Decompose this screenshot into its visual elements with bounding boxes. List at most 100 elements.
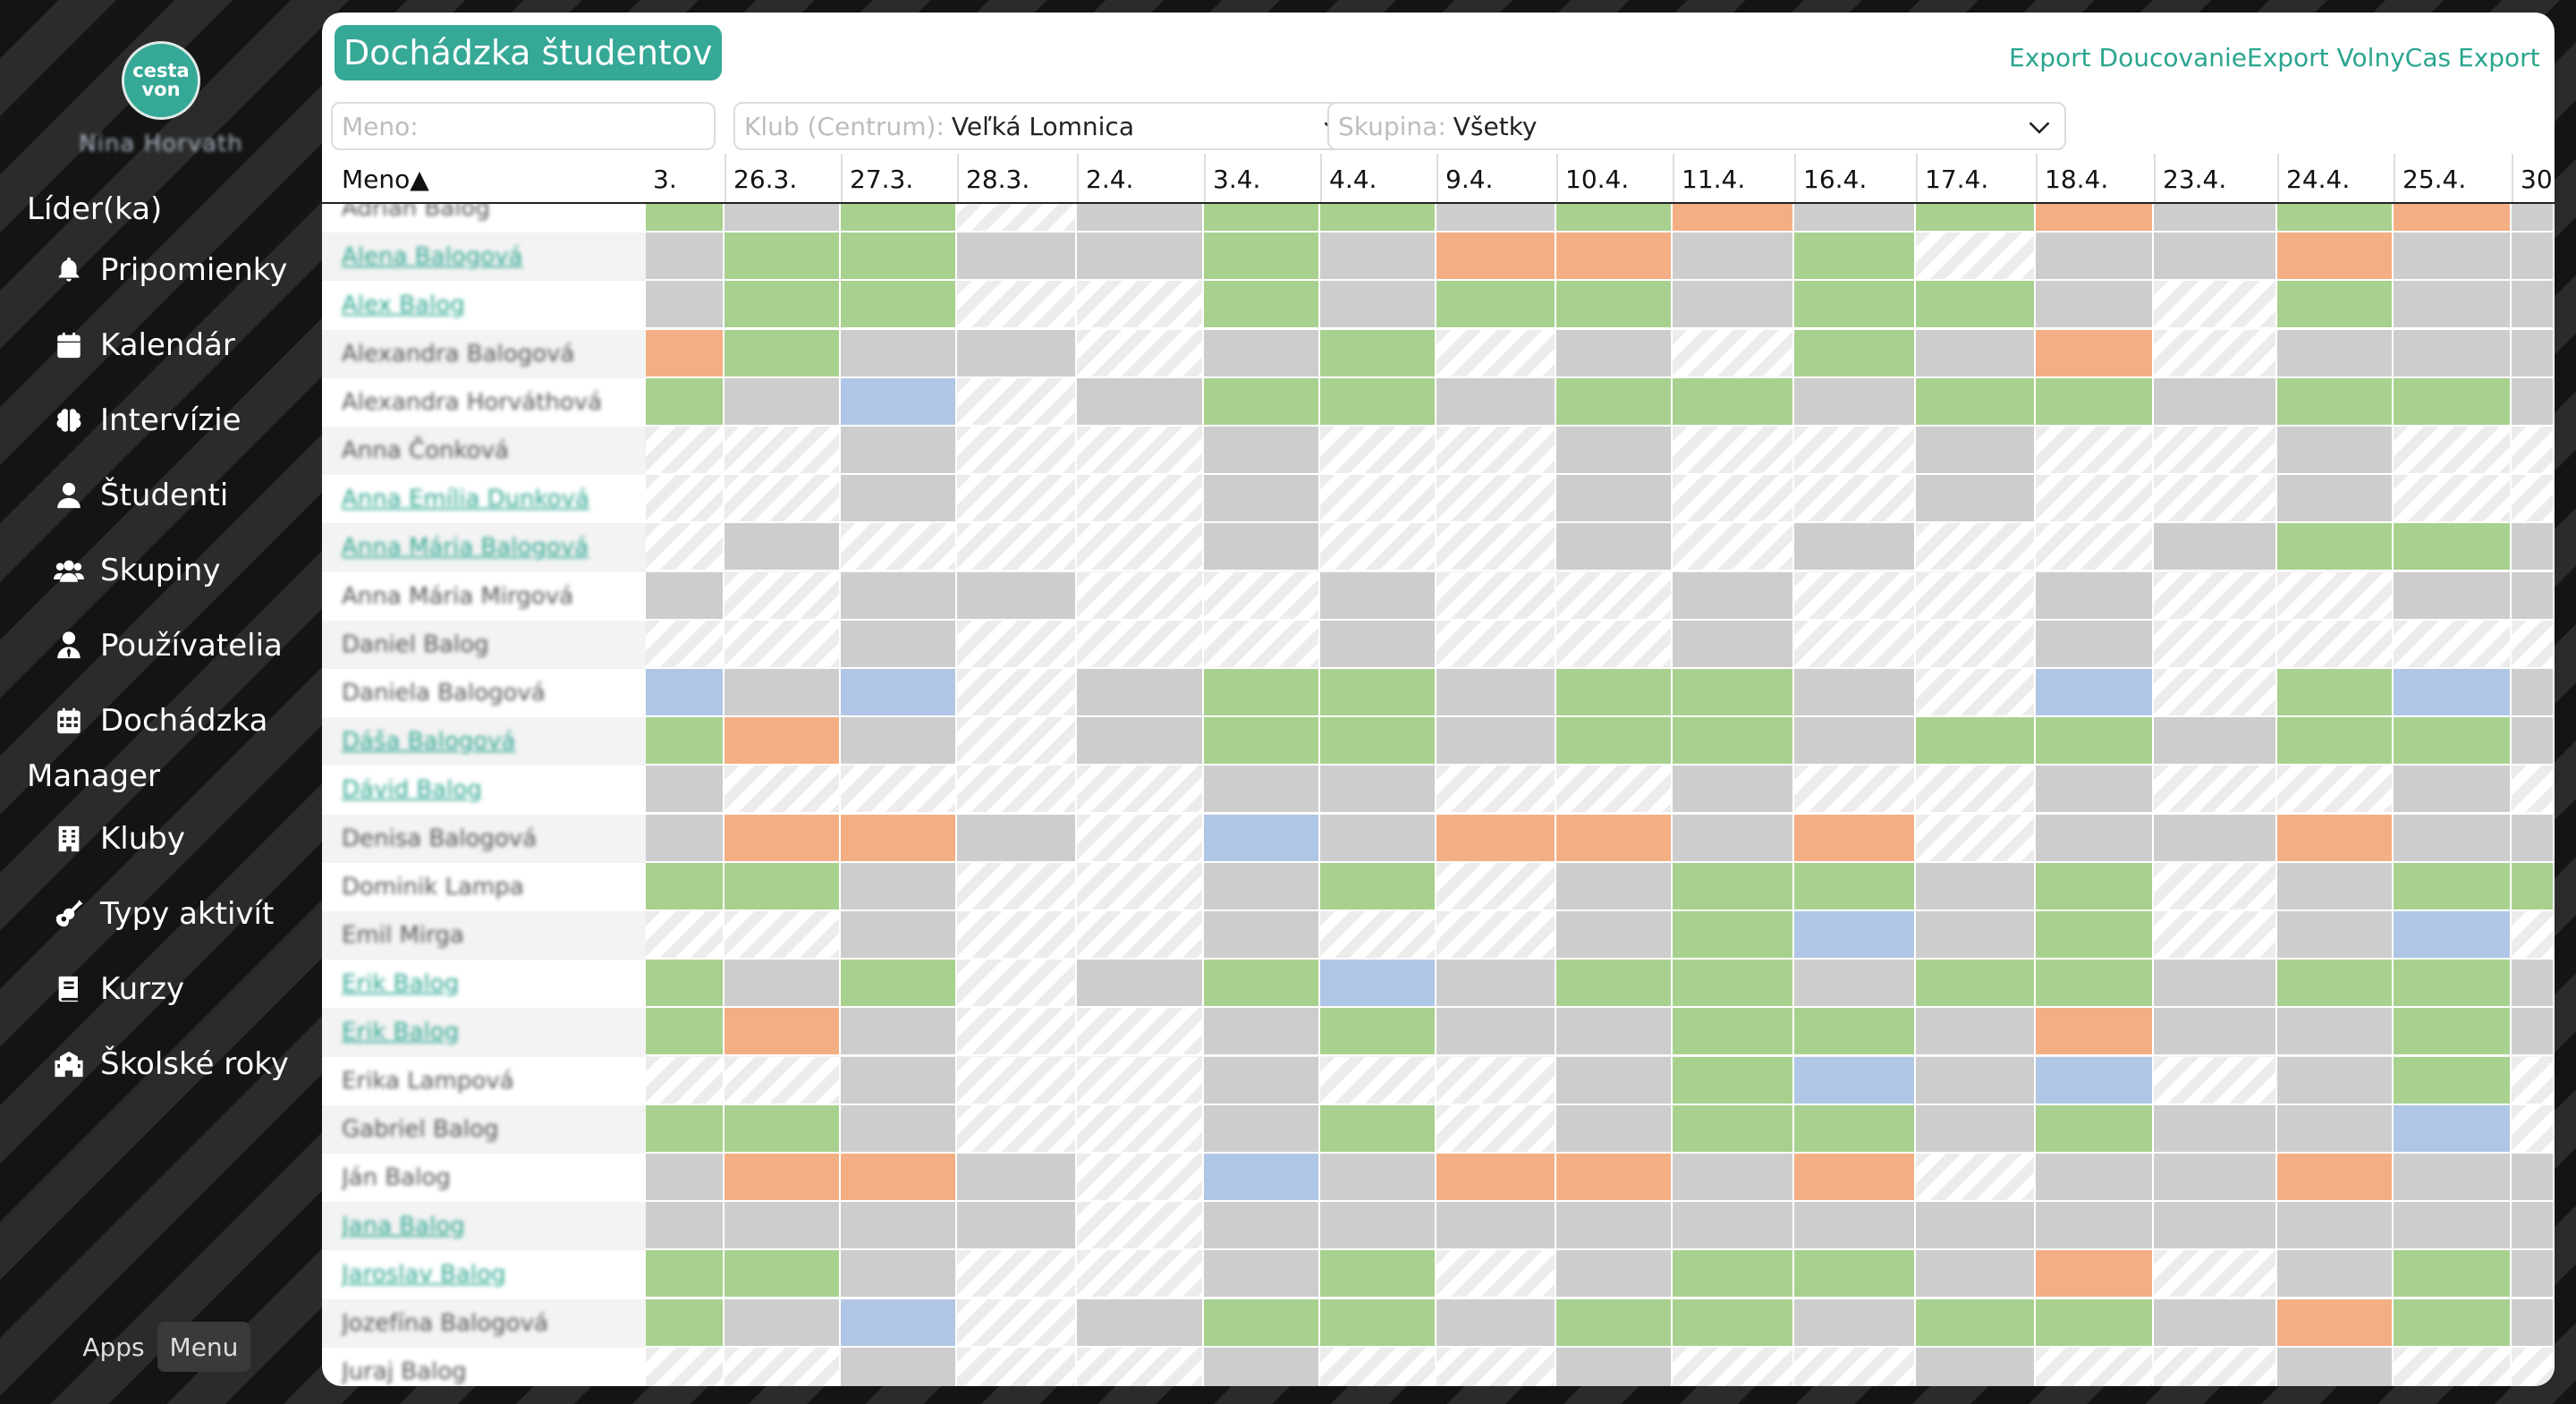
student-name[interactable]: Anna Mária Balogová: [342, 534, 589, 562]
attendance-cell-none[interactable]: [1320, 1056, 1436, 1105]
attendance-cell-absent[interactable]: [2154, 1202, 2277, 1251]
attendance-cell-absent[interactable]: [1436, 1008, 1556, 1057]
attendance-cell-present[interactable]: [2036, 862, 2154, 911]
attendance-cell-absent[interactable]: [2154, 1104, 2277, 1154]
attendance-cell-none[interactable]: [2036, 1347, 2154, 1386]
attendance-cell-none[interactable]: [1916, 233, 2036, 282]
attendance-cell-none[interactable]: [841, 523, 957, 572]
attendance-cell-present[interactable]: [1556, 281, 1673, 330]
attendance-cell-none[interactable]: [2512, 765, 2555, 815]
attendance-cell-none[interactable]: [724, 571, 841, 621]
attendance-cell-absent[interactable]: [1556, 329, 1673, 378]
attendance-cell-none[interactable]: [1077, 1154, 1204, 1202]
attendance-cell-absent[interactable]: [1916, 1347, 2036, 1386]
attendance-cell-none[interactable]: [1204, 571, 1320, 621]
attendance-cell-other[interactable]: [2394, 669, 2512, 717]
attendance-cell-present[interactable]: [1204, 377, 1320, 427]
attendance-cell-excused[interactable]: [2277, 1298, 2394, 1348]
attendance-cell-present[interactable]: [724, 1104, 841, 1154]
attendance-cell-absent[interactable]: [957, 571, 1077, 621]
attendance-cell-none[interactable]: [1436, 427, 1556, 475]
attendance-cell-absent[interactable]: [1204, 765, 1320, 815]
attendance-cell-absent[interactable]: [1794, 1298, 1916, 1348]
attendance-cell-absent[interactable]: [2154, 233, 2277, 282]
attendance-cell-none[interactable]: [1077, 911, 1204, 960]
attendance-cell-present[interactable]: [1556, 204, 1673, 233]
attendance-cell-absent[interactable]: [1320, 1202, 1436, 1251]
nav-item-skolske-roky[interactable]: Školské roky: [54, 1037, 289, 1091]
attendance-cell-excused[interactable]: [1673, 204, 1794, 233]
attendance-cell-absent[interactable]: [2036, 1154, 2154, 1202]
attendance-cell-none[interactable]: [1320, 523, 1436, 572]
attendance-cell-none[interactable]: [957, 204, 1077, 233]
attendance-cell-absent[interactable]: [2154, 377, 2277, 427]
attendance-cell-present[interactable]: [841, 204, 957, 233]
attendance-cell-excused[interactable]: [1794, 814, 1916, 863]
attendance-cell-absent[interactable]: [2277, 1008, 2394, 1057]
attendance-cell-none[interactable]: [1916, 669, 2036, 717]
attendance-cell-absent[interactable]: [957, 329, 1077, 378]
student-name[interactable]: Erik Balog: [342, 1019, 460, 1046]
attendance-cell-none[interactable]: [724, 1347, 841, 1386]
attendance-cell-none[interactable]: [957, 960, 1077, 1009]
attendance-cell-present[interactable]: [1320, 1298, 1436, 1348]
attendance-cell-absent[interactable]: [841, 329, 957, 378]
attendance-cell-absent[interactable]: [2512, 1298, 2555, 1348]
attendance-cell-none[interactable]: [1077, 1347, 1204, 1386]
attendance-cell-absent[interactable]: [2512, 960, 2555, 1009]
attendance-cell-absent[interactable]: [1204, 427, 1320, 475]
attendance-cell-absent[interactable]: [957, 1202, 1077, 1251]
attendance-cell-none[interactable]: [957, 862, 1077, 911]
attendance-cell-none[interactable]: [1077, 765, 1204, 815]
attendance-cell-absent[interactable]: [1204, 862, 1320, 911]
attendance-cell-absent[interactable]: [1204, 1202, 1320, 1251]
attendance-cell-absent[interactable]: [1077, 377, 1204, 427]
attendance-cell-present[interactable]: [2394, 1250, 2512, 1299]
student-name[interactable]: Dáša Balogová: [342, 728, 516, 756]
attendance-cell-other[interactable]: [1794, 911, 1916, 960]
attendance-cell-none[interactable]: [646, 1347, 724, 1386]
attendance-cell-absent[interactable]: [1916, 1008, 2036, 1057]
attendance-cell-none[interactable]: [724, 911, 841, 960]
attendance-cell-present[interactable]: [1204, 233, 1320, 282]
attendance-cell-absent[interactable]: [1673, 281, 1794, 330]
attendance-cell-present[interactable]: [646, 1104, 724, 1154]
attendance-cell-present[interactable]: [1320, 1104, 1436, 1154]
attendance-cell-none[interactable]: [1794, 475, 1916, 524]
attendance-cell-present[interactable]: [2394, 862, 2512, 911]
attendance-cell-none[interactable]: [2512, 1056, 2555, 1105]
attendance-cell-none[interactable]: [1436, 911, 1556, 960]
attendance-cell-absent[interactable]: [841, 1202, 957, 1251]
attendance-cell-absent[interactable]: [1320, 571, 1436, 621]
attendance-cell-absent[interactable]: [1794, 960, 1916, 1009]
attendance-cell-absent[interactable]: [2154, 204, 2277, 233]
attendance-cell-none[interactable]: [1077, 620, 1204, 669]
attendance-cell-absent[interactable]: [1916, 862, 2036, 911]
attendance-cell-none[interactable]: [1436, 1104, 1556, 1154]
attendance-cell-absent[interactable]: [724, 204, 841, 233]
attendance-cell-none[interactable]: [646, 1056, 724, 1105]
attendance-cell-present[interactable]: [2277, 523, 2394, 572]
attendance-cell-none[interactable]: [957, 765, 1077, 815]
attendance-cell-excused[interactable]: [724, 814, 841, 863]
attendance-cell-none[interactable]: [1436, 571, 1556, 621]
attendance-cell-present[interactable]: [1204, 204, 1320, 233]
attendance-cell-absent[interactable]: [841, 1104, 957, 1154]
attendance-cell-other[interactable]: [646, 669, 724, 717]
attendance-cell-absent[interactable]: [2036, 620, 2154, 669]
attendance-cell-absent[interactable]: [841, 620, 957, 669]
attendance-cell-absent[interactable]: [1556, 862, 1673, 911]
attendance-cell-other[interactable]: [1794, 1056, 1916, 1105]
attendance-cell-absent[interactable]: [841, 1056, 957, 1105]
attendance-cell-present[interactable]: [1794, 281, 1916, 330]
attendance-cell-none[interactable]: [724, 1056, 841, 1105]
attendance-cell-present[interactable]: [1556, 1298, 1673, 1348]
export-volnycas-link[interactable]: Export VolnyCas: [2247, 43, 2452, 72]
attendance-cell-none[interactable]: [957, 377, 1077, 427]
attendance-cell-none[interactable]: [1794, 765, 1916, 815]
attendance-cell-none[interactable]: [1077, 814, 1204, 863]
attendance-cell-absent[interactable]: [2277, 427, 2394, 475]
attendance-cell-none[interactable]: [1916, 523, 2036, 572]
attendance-cell-present[interactable]: [2394, 1298, 2512, 1348]
cesta-von-logo[interactable]: cesta von: [122, 41, 200, 120]
